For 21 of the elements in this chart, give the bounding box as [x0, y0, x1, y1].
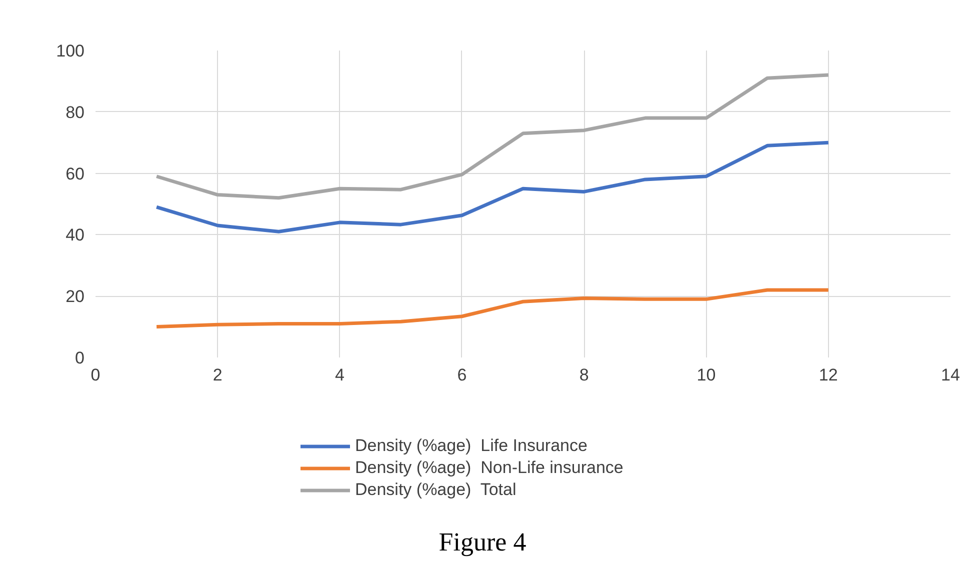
- x-tick-label: 2: [212, 366, 222, 384]
- x-tick-label: 6: [457, 366, 467, 384]
- y-tick-label: 100: [56, 42, 85, 60]
- caption: Figure 4: [438, 528, 526, 556]
- line-series: [154, 288, 830, 329]
- x-tick-label: 12: [818, 366, 838, 384]
- legend-label: Density (%age) Non-Life insurance: [355, 458, 624, 478]
- x-tick-label: 8: [579, 366, 589, 384]
- legend-label: Density (%age) Life Insurance: [355, 436, 588, 456]
- y-tick-label: 40: [66, 226, 85, 245]
- line-series: [154, 73, 830, 200]
- y-tick-label: 0: [75, 348, 85, 368]
- x-tick-label: 0: [90, 366, 100, 384]
- y-tick-label: 80: [66, 102, 85, 122]
- x-tick-label: 10: [696, 366, 716, 384]
- y-tick-label: 60: [66, 164, 85, 184]
- x-tick-label: 14: [941, 366, 960, 384]
- y-tick-label: 20: [66, 287, 85, 306]
- line-series: [154, 140, 830, 234]
- legend-label: Density (%age) Total: [355, 480, 516, 500]
- x-tick-label: 4: [335, 366, 345, 384]
